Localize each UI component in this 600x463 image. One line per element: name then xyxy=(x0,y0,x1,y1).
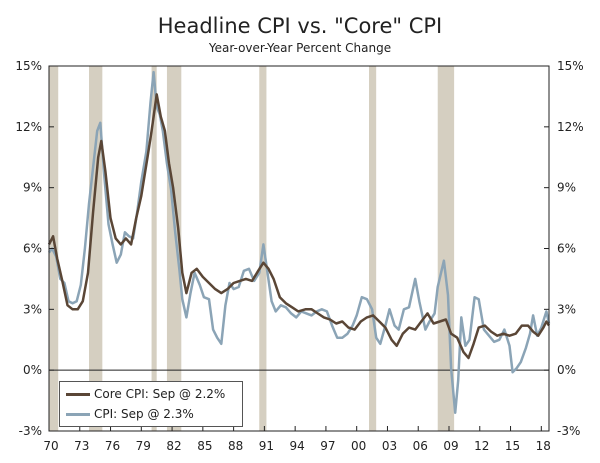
x-tick-label: 70 xyxy=(43,439,58,453)
recession-band-5 xyxy=(369,66,377,431)
series-line-core-cpi xyxy=(47,93,551,360)
x-tick-label: 06 xyxy=(413,439,428,453)
y-tick-label-left: 0% xyxy=(23,363,42,377)
series-layer xyxy=(47,70,551,415)
legend-item-core-cpi: Core CPI: Sep @ 2.2% xyxy=(60,384,242,404)
y-tick-label-right: 12% xyxy=(557,120,584,134)
x-tick-label: 88 xyxy=(228,439,243,453)
x-tick-label: 09 xyxy=(443,439,458,453)
legend-label-core-cpi: Core CPI: Sep @ 2.2% xyxy=(94,387,226,401)
x-tick-label: 76 xyxy=(105,439,120,453)
legend-swatch-cpi xyxy=(66,412,90,416)
right-axis-ticks: -3% 0% 3% 6% 9% 12% 15% xyxy=(544,59,584,438)
recession-band-2 xyxy=(151,66,157,431)
y-tick-label-right: 6% xyxy=(557,242,576,256)
x-tick-label: 82 xyxy=(166,439,181,453)
y-tick-label-left: 15% xyxy=(15,59,42,73)
y-tick-label-left: 12% xyxy=(15,120,42,134)
plot-frame xyxy=(48,65,550,432)
left-axis-ticks: -3% 0% 3% 6% 9% 12% 15% xyxy=(15,59,54,438)
x-tick-label: 91 xyxy=(259,439,274,453)
legend-swatch-core-cpi xyxy=(66,392,90,396)
chart-title: Headline CPI vs. "Core" CPI xyxy=(157,14,443,38)
legend-item-cpi: CPI: Sep @ 2.3% xyxy=(60,404,242,424)
y-tick-label-left: 6% xyxy=(23,242,42,256)
x-tick-label: 97 xyxy=(320,439,335,453)
y-tick-label-right: 0% xyxy=(557,363,576,377)
y-tick-label-right: -3% xyxy=(557,424,580,438)
x-tick-label: 79 xyxy=(136,439,151,453)
series-line-cpi xyxy=(48,70,551,415)
y-tick-label-left: 3% xyxy=(23,302,42,316)
x-tick-label: 85 xyxy=(197,439,212,453)
y-tick-label-right: 15% xyxy=(557,59,584,73)
chart-subtitle: Year-over-Year Percent Change xyxy=(208,41,392,55)
x-tick-label: 94 xyxy=(290,439,305,453)
x-tick-label: 18 xyxy=(536,439,551,453)
x-tick-label: 12 xyxy=(474,439,489,453)
legend: Core CPI: Sep @ 2.2% CPI: Sep @ 2.3% xyxy=(59,381,243,427)
recession-bands xyxy=(49,66,455,431)
legend-label-cpi: CPI: Sep @ 2.3% xyxy=(94,407,194,421)
x-tick-label: 00 xyxy=(351,439,366,453)
y-tick-label-right: 9% xyxy=(557,181,576,195)
x-tick-label: 73 xyxy=(74,439,89,453)
x-axis-ticks: 70 73 76 79 82 85 88 91 94 97 00 03 06 09 12 15 18 xyxy=(43,426,551,453)
x-tick-label: 03 xyxy=(382,439,397,453)
y-tick-label-left: 9% xyxy=(23,181,42,195)
x-tick-label: 15 xyxy=(505,439,520,453)
y-tick-label-left: -3% xyxy=(19,424,42,438)
recession-band-3 xyxy=(166,66,182,431)
y-tick-label-right: 3% xyxy=(557,302,576,316)
